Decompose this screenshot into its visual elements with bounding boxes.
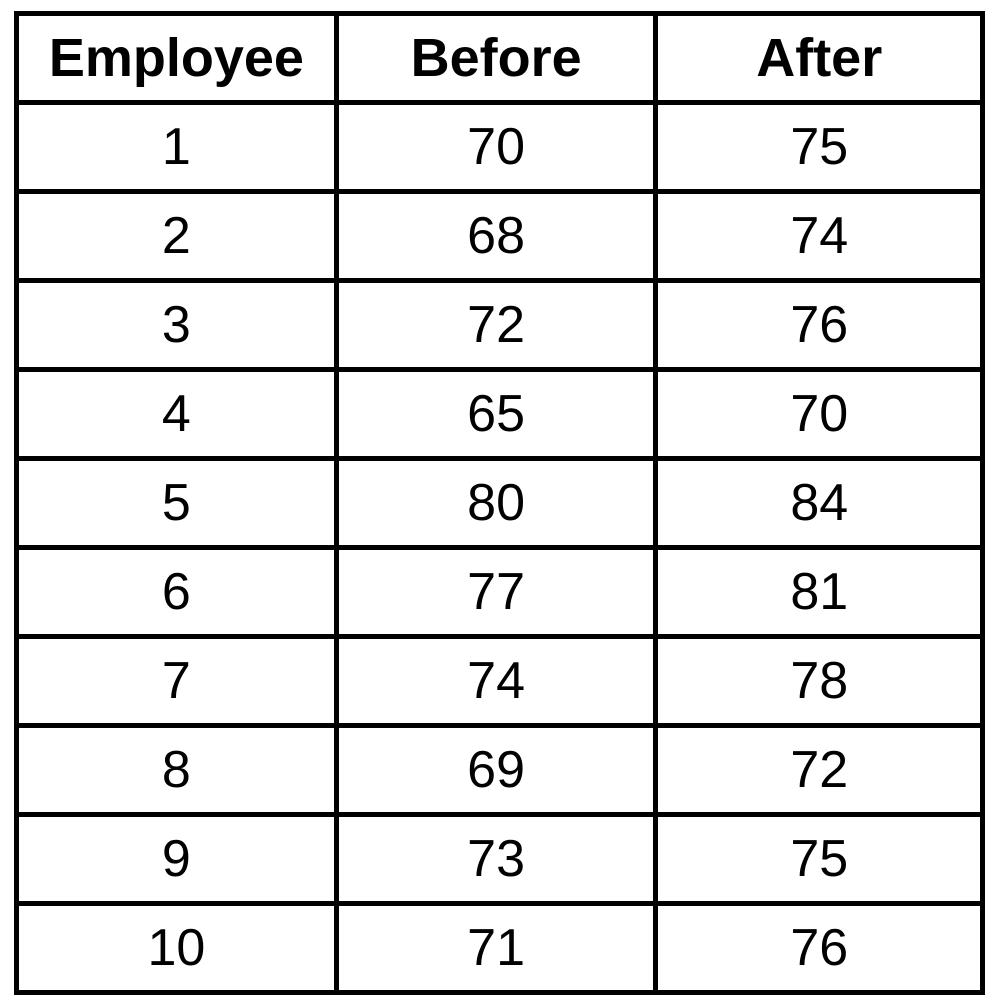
table-row: 1 70 75 xyxy=(14,100,985,194)
cell-after: 76 xyxy=(653,901,985,995)
cell-employee: 10 xyxy=(14,901,339,995)
cell-after: 72 xyxy=(653,723,985,817)
cell-before: 80 xyxy=(333,456,659,550)
cell-after: 78 xyxy=(653,634,985,728)
table-row: 2 68 74 xyxy=(14,189,985,283)
cell-before: 74 xyxy=(333,634,659,728)
cell-after: 75 xyxy=(653,812,985,906)
table-row: 9 73 75 xyxy=(14,812,985,906)
cell-before: 73 xyxy=(333,812,659,906)
cell-after: 84 xyxy=(653,456,985,550)
cell-after: 70 xyxy=(653,367,985,461)
cell-after: 75 xyxy=(653,100,985,194)
table-header: Employee Before After xyxy=(14,11,985,105)
cell-employee: 9 xyxy=(14,812,339,906)
cell-before: 65 xyxy=(333,367,659,461)
cell-employee: 2 xyxy=(14,189,339,283)
header-employee: Employee xyxy=(14,11,339,105)
table-row: 8 69 72 xyxy=(14,723,985,817)
cell-employee: 5 xyxy=(14,456,339,550)
cell-employee: 6 xyxy=(14,545,339,639)
table-row: 4 65 70 xyxy=(14,367,985,461)
table-row: 5 80 84 xyxy=(14,456,985,550)
table-row: 6 77 81 xyxy=(14,545,985,639)
cell-before: 71 xyxy=(333,901,659,995)
table-row: 7 74 78 xyxy=(14,634,985,728)
table-row: 3 72 76 xyxy=(14,278,985,372)
cell-before: 70 xyxy=(333,100,659,194)
cell-after: 74 xyxy=(653,189,985,283)
table-row: 10 71 76 xyxy=(14,901,985,995)
cell-before: 72 xyxy=(333,278,659,372)
cell-employee: 8 xyxy=(14,723,339,817)
table-body: 1 70 75 2 68 74 3 72 76 4 65 70 5 80 xyxy=(14,100,985,995)
header-before: Before xyxy=(333,11,659,105)
header-after: After xyxy=(653,11,985,105)
employee-scores-table: Employee Before After 1 70 75 2 68 74 3 … xyxy=(14,11,985,995)
cell-employee: 3 xyxy=(14,278,339,372)
header-row: Employee Before After xyxy=(14,11,985,105)
table-container: Employee Before After 1 70 75 2 68 74 3 … xyxy=(14,11,985,995)
cell-employee: 1 xyxy=(14,100,339,194)
cell-employee: 4 xyxy=(14,367,339,461)
cell-before: 77 xyxy=(333,545,659,639)
cell-after: 76 xyxy=(653,278,985,372)
cell-before: 69 xyxy=(333,723,659,817)
cell-after: 81 xyxy=(653,545,985,639)
cell-employee: 7 xyxy=(14,634,339,728)
cell-before: 68 xyxy=(333,189,659,283)
